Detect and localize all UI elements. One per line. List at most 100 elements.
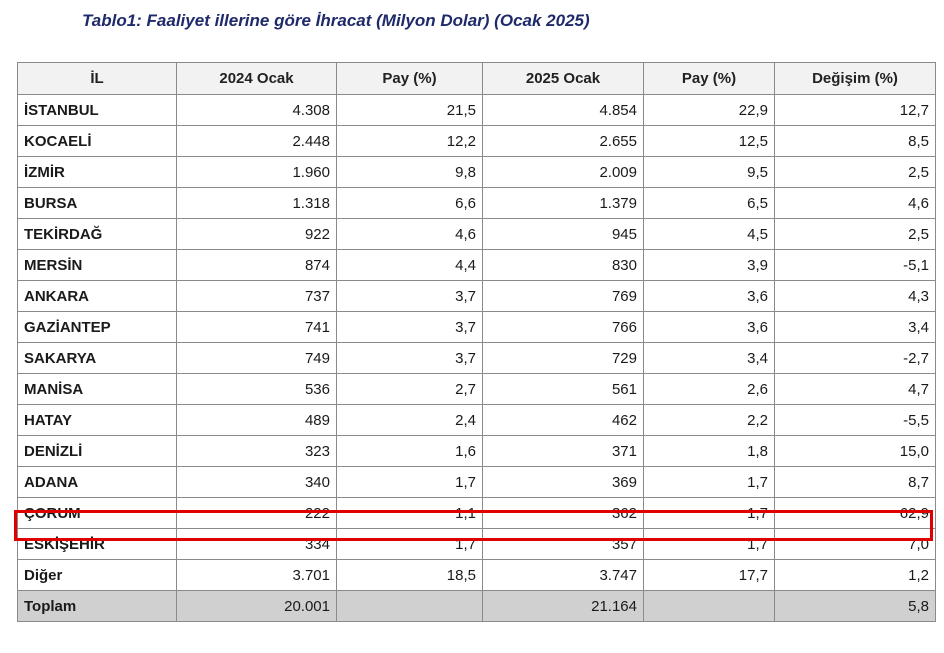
cell-pay-2025: 3,4 <box>643 342 775 374</box>
cell-il: ADANA <box>17 466 177 498</box>
cell-pay-2024: 3,7 <box>336 311 483 343</box>
cell-degisim: -5,1 <box>774 249 936 281</box>
cell-pay-2025: 2,2 <box>643 404 775 436</box>
cell-degisim: 4,6 <box>774 187 936 219</box>
cell-degisim: 1,2 <box>774 559 936 591</box>
table-row: DENİZLİ 323 1,6 371 1,8 15,0 <box>17 435 936 467</box>
cell-ocak-2025: 362 <box>482 497 644 529</box>
column-header-degisim: Değişim (%) <box>774 62 936 95</box>
cell-ocak-2024: 749 <box>176 342 337 374</box>
cell-pay-2025: 6,5 <box>643 187 775 219</box>
cell-pay-2024: 3,7 <box>336 342 483 374</box>
cell-il: İSTANBUL <box>17 94 177 126</box>
cell-ocak-2024: 340 <box>176 466 337 498</box>
cell-pay-2025: 1,7 <box>643 497 775 529</box>
cell-il: TEKİRDAĞ <box>17 218 177 250</box>
cell-pay-2024: 9,8 <box>336 156 483 188</box>
cell-ocak-2025: 1.379 <box>482 187 644 219</box>
cell-ocak-2024: 741 <box>176 311 337 343</box>
table-row: ANKARA 737 3,7 769 3,6 4,3 <box>17 280 936 312</box>
cell-pay-2024 <box>336 590 483 622</box>
cell-il: MANİSA <box>17 373 177 405</box>
cell-pay-2024: 4,4 <box>336 249 483 281</box>
table-row: MERSİN 874 4,4 830 3,9 -5,1 <box>17 249 936 281</box>
cell-ocak-2025: 371 <box>482 435 644 467</box>
table-row: İZMİR 1.960 9,8 2.009 9,5 2,5 <box>17 156 936 188</box>
cell-pay-2024: 18,5 <box>336 559 483 591</box>
cell-ocak-2025: 729 <box>482 342 644 374</box>
total-row: Toplam 20.001 21.164 5,8 <box>17 590 936 622</box>
table-row: GAZİANTEP 741 3,7 766 3,6 3,4 <box>17 311 936 343</box>
cell-il: ÇORUM <box>17 497 177 529</box>
cell-ocak-2024: 489 <box>176 404 337 436</box>
cell-il: Diğer <box>17 559 177 591</box>
cell-ocak-2024: 1.318 <box>176 187 337 219</box>
table-row: ADANA 340 1,7 369 1,7 8,7 <box>17 466 936 498</box>
cell-pay-2024: 6,6 <box>336 187 483 219</box>
cell-ocak-2025: 369 <box>482 466 644 498</box>
cell-ocak-2025: 766 <box>482 311 644 343</box>
cell-ocak-2025: 357 <box>482 528 644 560</box>
table-row: HATAY 489 2,4 462 2,2 -5,5 <box>17 404 936 436</box>
cell-ocak-2024: 323 <box>176 435 337 467</box>
cell-degisim: 12,7 <box>774 94 936 126</box>
cell-il: SAKARYA <box>17 342 177 374</box>
cell-ocak-2024: 874 <box>176 249 337 281</box>
cell-il: HATAY <box>17 404 177 436</box>
table-row: KOCAELİ 2.448 12,2 2.655 12,5 8,5 <box>17 125 936 157</box>
cell-il: DENİZLİ <box>17 435 177 467</box>
cell-pay-2024: 4,6 <box>336 218 483 250</box>
cell-pay-2024: 1,7 <box>336 466 483 498</box>
cell-pay-2025: 2,6 <box>643 373 775 405</box>
cell-degisim: 8,7 <box>774 466 936 498</box>
cell-pay-2025: 22,9 <box>643 94 775 126</box>
cell-degisim: 4,3 <box>774 280 936 312</box>
cell-degisim: 2,5 <box>774 218 936 250</box>
cell-ocak-2025: 21.164 <box>482 590 644 622</box>
cell-il: BURSA <box>17 187 177 219</box>
cell-ocak-2025: 2.009 <box>482 156 644 188</box>
cell-il: Toplam <box>17 590 177 622</box>
cell-ocak-2024: 20.001 <box>176 590 337 622</box>
table-row: Diğer 3.701 18,5 3.747 17,7 1,2 <box>17 559 936 591</box>
cell-degisim: 62,9 <box>774 497 936 529</box>
cell-pay-2024: 12,2 <box>336 125 483 157</box>
table-row: MANİSA 536 2,7 561 2,6 4,7 <box>17 373 936 405</box>
table-title: Tablo1: Faaliyet illerine göre İhracat (… <box>82 11 590 30</box>
cell-ocak-2024: 737 <box>176 280 337 312</box>
cell-il: ANKARA <box>17 280 177 312</box>
cell-pay-2024: 21,5 <box>336 94 483 126</box>
cell-pay-2024: 3,7 <box>336 280 483 312</box>
cell-pay-2025: 1,7 <box>643 466 775 498</box>
cell-pay-2025: 4,5 <box>643 218 775 250</box>
cell-ocak-2025: 945 <box>482 218 644 250</box>
table-row: İSTANBUL 4.308 21,5 4.854 22,9 12,7 <box>17 94 936 126</box>
cell-il: İZMİR <box>17 156 177 188</box>
cell-ocak-2025: 830 <box>482 249 644 281</box>
cell-pay-2025: 3,6 <box>643 280 775 312</box>
table-row: ÇORUM 222 1,1 362 1,7 62,9 <box>17 497 936 529</box>
cell-ocak-2024: 922 <box>176 218 337 250</box>
cell-il: KOCAELİ <box>17 125 177 157</box>
export-table: İL 2024 Ocak Pay (%) 2025 Ocak Pay (%) D… <box>17 62 936 622</box>
cell-pay-2024: 1,1 <box>336 497 483 529</box>
cell-ocak-2024: 536 <box>176 373 337 405</box>
cell-degisim: 7,0 <box>774 528 936 560</box>
cell-ocak-2025: 561 <box>482 373 644 405</box>
cell-degisim: -2,7 <box>774 342 936 374</box>
cell-pay-2025: 17,7 <box>643 559 775 591</box>
cell-degisim: 2,5 <box>774 156 936 188</box>
cell-ocak-2025: 4.854 <box>482 94 644 126</box>
cell-degisim: -5,5 <box>774 404 936 436</box>
column-header-pay-2024: Pay (%) <box>336 62 483 95</box>
cell-ocak-2024: 4.308 <box>176 94 337 126</box>
cell-pay-2025: 12,5 <box>643 125 775 157</box>
cell-pay-2025: 3,9 <box>643 249 775 281</box>
cell-pay-2025: 3,6 <box>643 311 775 343</box>
table-header-row: İL 2024 Ocak Pay (%) 2025 Ocak Pay (%) D… <box>17 62 936 95</box>
table-row: BURSA 1.318 6,6 1.379 6,5 4,6 <box>17 187 936 219</box>
table-row: SAKARYA 749 3,7 729 3,4 -2,7 <box>17 342 936 374</box>
cell-degisim: 4,7 <box>774 373 936 405</box>
cell-ocak-2025: 3.747 <box>482 559 644 591</box>
cell-il: MERSİN <box>17 249 177 281</box>
